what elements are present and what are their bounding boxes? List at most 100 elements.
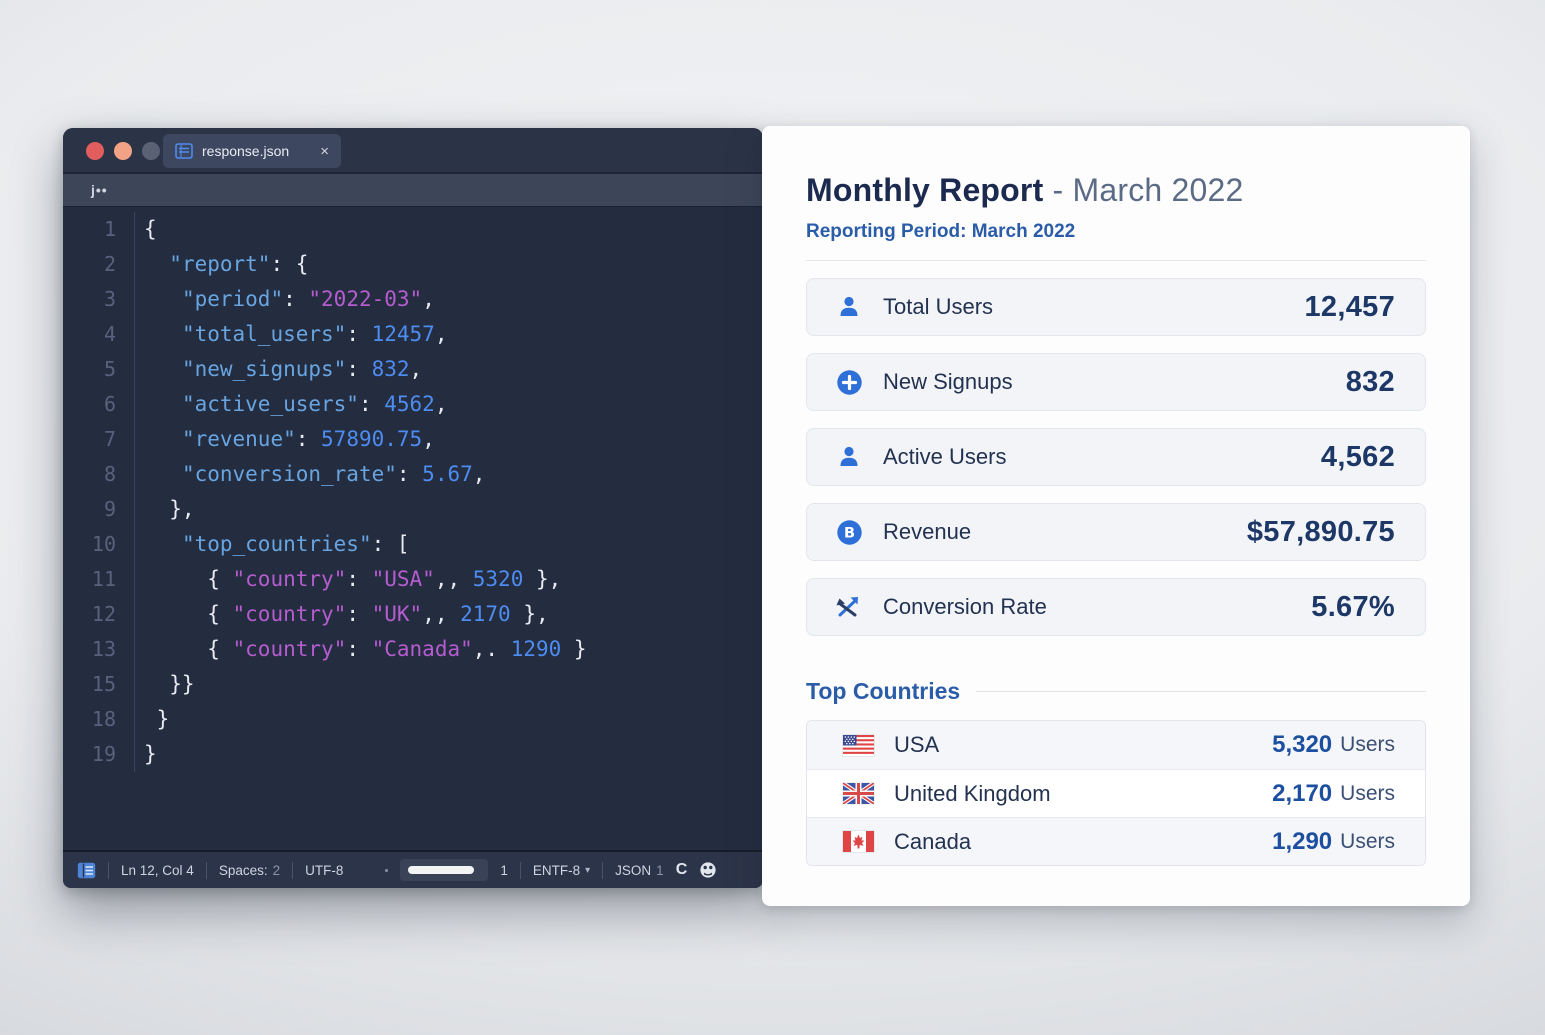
line-number: 9	[103, 497, 116, 521]
country-users-unit: Users	[1340, 733, 1395, 756]
code-line[interactable]: 9 },	[63, 492, 763, 527]
table-row-canada[interactable]: Canada 1,290 Users	[807, 817, 1425, 865]
currency-circle-icon: B	[833, 519, 865, 546]
line-ending-setting[interactable]: ENTF-8 ▾	[532, 862, 591, 878]
table-row-usa[interactable]: USA 5,320 Users	[807, 721, 1425, 769]
metric-revenue: B Revenue $57,890.75	[806, 503, 1426, 561]
statusbar-divider	[292, 861, 294, 879]
refresh-icon[interactable]: C	[675, 861, 688, 878]
line-number: 2	[103, 252, 116, 276]
trend-arrows-icon	[833, 594, 865, 620]
code-line-content: }	[134, 737, 157, 772]
code-editor-window: response.json × j•• 1{2 "report": {3 "pe…	[63, 128, 763, 888]
uk-flag-icon	[843, 783, 874, 804]
line-number: 12	[91, 602, 116, 626]
window-controls	[86, 142, 160, 160]
encoding-setting[interactable]: UTF-8	[305, 862, 344, 878]
cursor-position[interactable]: Ln 12, Col 4	[121, 862, 194, 878]
line-number: 6	[103, 392, 116, 416]
canada-flag-icon	[843, 831, 874, 852]
close-tab-icon[interactable]: ×	[320, 142, 329, 160]
minimize-window-button[interactable]	[114, 142, 132, 160]
statusbar-dot	[385, 868, 389, 872]
metric-new-signups: New Signups 832	[806, 353, 1426, 411]
code-line[interactable]: 11 { "country": "USA",, 5320 },	[63, 562, 763, 597]
user-icon	[833, 294, 865, 320]
code-line[interactable]: 10 "top_countries": [	[63, 527, 763, 562]
metric-label: Total Users	[883, 294, 994, 319]
line-number: 13	[91, 637, 116, 661]
code-line[interactable]: 5 "new_signups": 832,	[63, 352, 763, 387]
code-line[interactable]: 13 { "country": "Canada",. 1290 }	[63, 632, 763, 667]
code-line-content: "total_users": 12457,	[134, 317, 447, 352]
tab-response-json[interactable]: response.json ×	[163, 134, 341, 168]
code-line-content: },	[134, 492, 195, 527]
code-line[interactable]: 6 "active_users": 4562,	[63, 387, 763, 422]
code-line[interactable]: 1{	[63, 212, 763, 247]
reporting-period: Reporting Period: March 2022	[806, 221, 1076, 242]
feedback-icon[interactable]	[699, 861, 717, 879]
code-line[interactable]: 2 "report": {	[63, 247, 763, 282]
code-line-content: "active_users": 4562,	[134, 387, 447, 422]
country-name: Canada	[894, 828, 972, 854]
page-title: Monthly Report - March 2022	[806, 172, 1244, 208]
line-number: 18	[91, 707, 116, 731]
country-name: United Kingdom	[894, 780, 1051, 806]
metric-label: Conversion Rate	[883, 594, 1047, 619]
svg-text:B: B	[843, 525, 854, 541]
table-row-united-kingdom[interactable]: United Kingdom 2,170 Users	[807, 769, 1425, 817]
line-number: 5	[103, 357, 116, 381]
code-line[interactable]: 19}	[63, 737, 763, 772]
code-line-content: { "country": "Canada",. 1290 }	[134, 632, 587, 667]
zoom-slider-handle[interactable]	[408, 866, 475, 874]
header-divider	[806, 260, 1426, 261]
code-line[interactable]: 3 "period": "2022-03",	[63, 282, 763, 317]
plus-circle-icon	[833, 369, 865, 396]
code-lines: 1{2 "report": {3 "period": "2022-03", 4 "…	[63, 212, 763, 772]
code-line[interactable]: 12 { "country": "UK",, 2170 },	[63, 597, 763, 632]
line-number: 10	[91, 532, 116, 556]
code-line[interactable]: 18 }	[63, 702, 763, 737]
zoom-slider[interactable]	[400, 859, 489, 881]
slider-value: 1	[500, 862, 508, 878]
editor-statusbar: Ln 12, Col 4 Spaces: 2 UTF-8 1 ENTF-8 ▾ …	[63, 850, 763, 888]
line-number: 19	[91, 742, 116, 766]
code-line-content: }}	[134, 667, 195, 702]
line-number: 7	[103, 427, 116, 451]
code-line-content: { "country": "USA",, 5320 },	[134, 562, 561, 597]
statusbar-divider	[108, 861, 109, 879]
breadcrumb[interactable]: j••	[63, 174, 763, 207]
monthly-report-panel: Monthly Report - March 2022 Reporting Pe…	[762, 126, 1470, 906]
tab-label: response.json	[202, 143, 290, 159]
code-line[interactable]: 15 }}	[63, 667, 763, 702]
code-line[interactable]: 4 "total_users": 12457,	[63, 317, 763, 352]
usa-flag-icon	[843, 734, 874, 756]
breadcrumb-label: j••	[91, 182, 108, 198]
top-countries-header: Top Countries	[806, 678, 1426, 705]
statusbar-divider	[602, 861, 604, 879]
code-line-content: {	[134, 212, 157, 247]
maximize-window-button[interactable]	[142, 142, 160, 160]
code-editor[interactable]: 1{2 "report": {3 "period": "2022-03", 4 "…	[63, 207, 763, 850]
code-line[interactable]: 7 "revenue": 57890.75,	[63, 422, 763, 457]
code-line-content: "report": {	[134, 247, 308, 282]
section-title: Top Countries	[806, 678, 961, 704]
indentation-setting[interactable]: Spaces: 2	[218, 862, 281, 878]
metric-label: New Signups	[883, 369, 1013, 394]
section-divider	[976, 691, 1426, 692]
panel-layout-icon[interactable]	[77, 862, 96, 879]
metric-active-users: Active Users 4,562	[806, 428, 1426, 486]
metric-value: 4,562	[1320, 440, 1395, 473]
metric-value: 5.67%	[1311, 590, 1395, 623]
line-number: 4	[103, 322, 116, 346]
code-line[interactable]: 8 "conversion_rate": 5.67,	[63, 457, 763, 492]
code-line-content: "conversion_rate": 5.67,	[134, 457, 485, 492]
country-users-value: 5,320	[1272, 731, 1333, 758]
language-mode[interactable]: JSON 1	[615, 862, 664, 878]
country-name: USA	[894, 732, 940, 757]
code-line-content: "revenue": 57890.75,	[134, 422, 435, 457]
country-users-value: 1,290	[1272, 827, 1333, 855]
editor-titlebar: response.json ×	[63, 128, 763, 174]
line-number: 8	[103, 462, 116, 486]
close-window-button[interactable]	[86, 142, 104, 160]
